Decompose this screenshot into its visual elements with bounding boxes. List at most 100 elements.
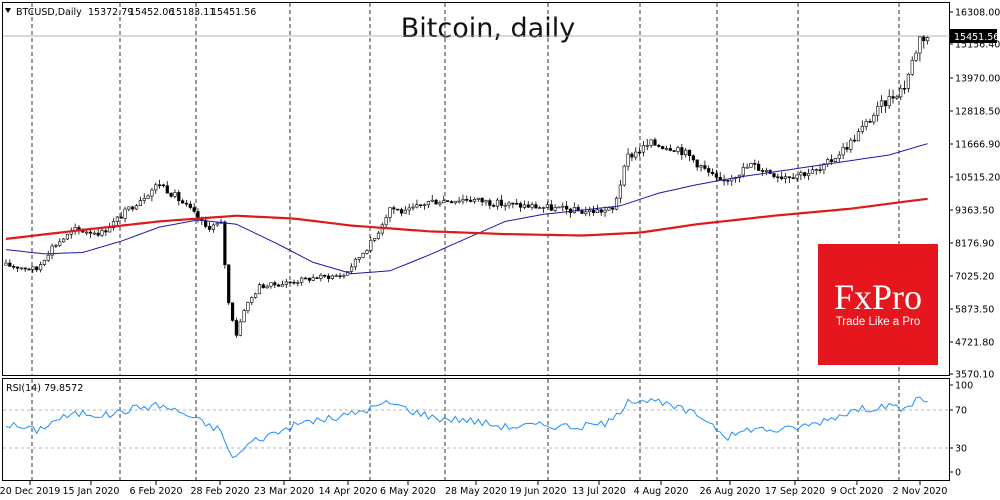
candle-body [603,209,607,213]
candle-body [657,144,661,147]
vertical-gridlines [31,3,900,480]
candle-body [684,149,688,156]
y-tick-label: 13970.00 [955,74,1000,85]
candle-body [791,177,795,179]
candle-body [580,210,584,214]
candle-body [265,285,269,289]
candle-body [565,205,569,210]
x-tick-label: 26 Aug 2020 [700,486,761,497]
rsi-label: RSI(14) 79.8572 [6,383,83,394]
candle-body [680,147,684,156]
candle-body [342,274,346,277]
candle-body [515,203,519,205]
candle-body [472,199,477,202]
candle-body [883,100,887,107]
candle-body [549,204,553,211]
fxpro-logo-box [818,244,938,365]
y-tick-label: 11666.90 [955,140,1000,151]
x-tick-label: 6 May 2020 [380,486,436,497]
candle-body [403,209,407,214]
candle-body [8,262,12,267]
candle-body [741,167,745,176]
candle-body [108,227,112,233]
candle-body [818,169,822,171]
candle-body [691,155,695,161]
main-plot-frame [2,2,950,376]
candle-body [158,184,162,187]
date-axis: 20 Dec 2019 15 Jan 2020 6 Feb 2020 28 Feb 2… [0,481,947,497]
candle-body [242,310,246,323]
candle-body [876,106,880,116]
header-triangle-icon[interactable] [5,8,11,13]
candle-body [806,172,811,177]
candle-body [922,36,926,42]
candle-body [388,207,392,218]
candle-body [353,258,358,268]
candle-body [476,197,480,200]
candle-body [845,147,849,150]
candle-body [764,170,768,172]
candle-body [261,284,265,289]
x-tick-label: 13 Jul 2020 [572,486,626,497]
candle-body [246,302,250,311]
candle-body [177,192,181,202]
y-tick-label: 8176.90 [955,239,994,250]
candle-body [553,207,557,211]
candle-body [707,168,711,173]
candle-body [407,207,411,211]
candle-body [814,169,818,171]
candle-body [630,153,634,158]
y-tick-label: 7025.20 [955,272,994,283]
candle-body [449,201,454,204]
candle-body [672,150,676,152]
candle-body [238,321,242,336]
candle-body [899,88,903,98]
candle-body [330,275,335,279]
candle-body [434,199,438,205]
x-tick-label: 9 Oct 2020 [831,486,884,497]
candle-body [269,282,273,287]
candle-body [115,216,119,222]
candle-body [184,202,189,205]
rsi-indicator: 100 70 30 0 [3,381,973,479]
candle-body [906,73,910,89]
candle-body [234,320,239,336]
candle-body [42,260,46,265]
rsi-line [5,396,928,459]
candle-body [822,163,826,171]
candle-body [507,202,511,206]
rsi-level-label: 0 [955,468,961,479]
candle-body [760,170,765,172]
candle-body [154,184,158,191]
candle-body [695,159,699,168]
candle-body [338,275,342,278]
fxpro-tagline: Trade Like a Pro [836,316,921,328]
candle-body [146,195,150,199]
candle-body [699,165,703,168]
candle-body [499,199,503,206]
candle-body [334,275,338,278]
candle-body [119,216,123,219]
candle-body [910,60,914,75]
candle-body [837,154,841,159]
moving-averages [5,143,928,275]
candle-body [280,284,285,287]
rsi-level-label: 70 [955,406,967,417]
ohlc-low: 15183.11 [170,7,215,18]
candle-body [618,184,622,199]
candle-body [891,96,895,99]
candle-body [254,293,258,298]
candle-body [46,254,50,261]
current-price-label: 15451.56 [954,32,999,43]
candle-body [399,209,404,214]
candle-body [918,36,922,54]
ohlc-high: 15452.06 [129,7,174,18]
candlesticks [4,34,930,338]
candle-body [634,151,638,158]
candle-body [879,100,884,107]
candle-body [138,200,143,206]
fxpro-wordmark: FxPro [834,277,922,317]
candle-body [599,209,603,213]
candle-body [480,197,484,203]
